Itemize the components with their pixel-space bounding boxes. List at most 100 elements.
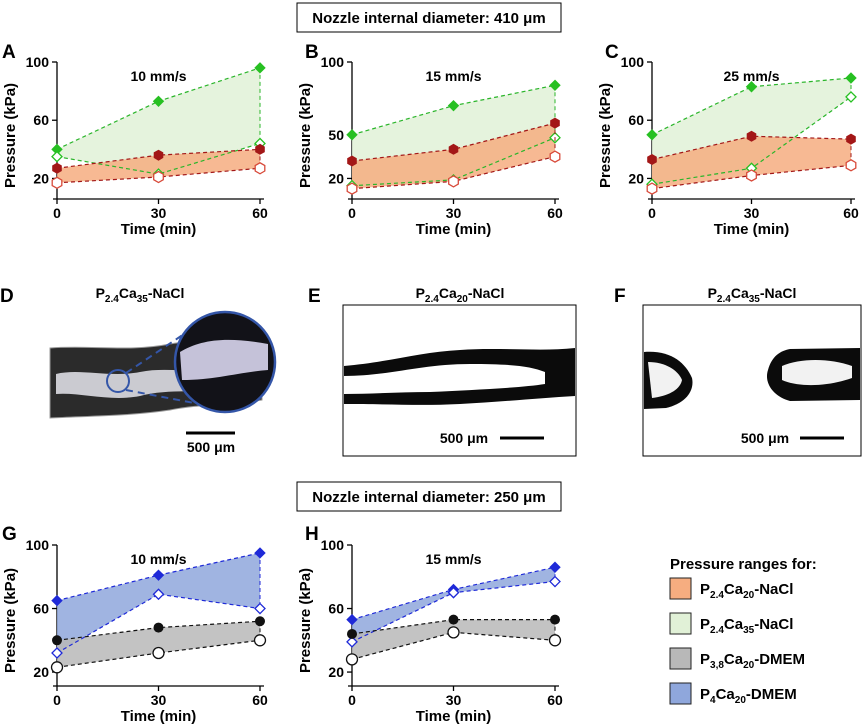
y-tick-label: 50 bbox=[328, 127, 344, 143]
x-axis-label: Time (min) bbox=[416, 708, 492, 725]
series-line-p4ca20-open bbox=[56, 593, 261, 654]
legend-text-part: Ca bbox=[724, 651, 744, 668]
y-tick-label: 60 bbox=[328, 601, 344, 617]
data-point-p4ca20-filled bbox=[346, 613, 358, 626]
data-point-p24ca35-open bbox=[51, 150, 63, 163]
data-point-p38ca20-filled bbox=[52, 635, 62, 646]
panel-letter: H bbox=[305, 524, 319, 545]
data-point-p24ca20-filled bbox=[746, 130, 757, 142]
legend-item-p4ca20: P4Ca20-DMEM bbox=[669, 682, 797, 706]
filament-f-right-core bbox=[782, 360, 852, 386]
chart-panel-b: B 15 mm/s 20 50 100 0 30 60 Time (min) Pressure (… bbox=[297, 42, 563, 238]
chart-title: 15 mm/s bbox=[425, 68, 481, 84]
y-tick-label: 20 bbox=[328, 664, 344, 680]
data-point-p38ca20-filled bbox=[153, 622, 164, 633]
data-point-p38ca20-open bbox=[253, 634, 267, 647]
legend-swatch-p24ca20 bbox=[669, 577, 692, 600]
legend-item-p24ca35: P2.4Ca35-NaCl bbox=[669, 612, 793, 636]
data-point-p4ca20-open bbox=[346, 635, 358, 648]
data-point-p4ca20-open bbox=[152, 588, 165, 601]
data-point-p38ca20-filled bbox=[255, 616, 265, 627]
data-point-p24ca20-filled bbox=[255, 143, 265, 155]
data-point-p24ca20-filled bbox=[52, 162, 62, 174]
legend-text-part: P bbox=[700, 686, 710, 703]
data-point-p24ca20-open bbox=[448, 175, 459, 188]
series-line-p38ca20-open bbox=[56, 639, 261, 668]
data-point-p24ca20-filled bbox=[647, 154, 657, 165]
y-tick-label: 20 bbox=[628, 170, 644, 186]
data-point-p24ca20-open bbox=[254, 162, 266, 175]
data-point-p24ca20-open bbox=[549, 150, 561, 163]
legend-text-part: 20 bbox=[743, 590, 755, 601]
data-point-p4ca20-open bbox=[51, 647, 63, 659]
sample-label-d: P2.4Ca35-NaCl bbox=[96, 285, 185, 305]
x-axis-label: Time (min) bbox=[714, 221, 790, 238]
x-tick-label: 0 bbox=[348, 692, 356, 708]
x-tick-label: 30 bbox=[744, 205, 760, 221]
legend-label-p4ca20: P4Ca20-DMEM bbox=[700, 686, 797, 706]
legend-items: P2.4Ca20-NaClP2.4Ca35-NaClP3,8Ca20-DMEMP… bbox=[669, 577, 805, 706]
data-point-p24ca20-filled bbox=[347, 155, 357, 167]
legend-text-part: P bbox=[700, 651, 710, 668]
zoom-line-top bbox=[125, 329, 191, 374]
data-point-p4ca20-filled bbox=[51, 594, 63, 607]
x-axis-label: Time (min) bbox=[121, 708, 197, 725]
sample-label-e: P2.4Ca20-NaCl bbox=[416, 285, 505, 305]
data-point-p38ca20-filled bbox=[347, 628, 357, 639]
data-point-p4ca20-open bbox=[549, 575, 561, 588]
x-tick-label: 60 bbox=[252, 692, 268, 708]
x-axis-label: Time (min) bbox=[121, 221, 197, 238]
x-tick-label: 0 bbox=[53, 692, 61, 708]
x-tick-label: 0 bbox=[53, 205, 61, 221]
data-point-p24ca20-open bbox=[746, 169, 757, 182]
data-point-p24ca35-filled bbox=[646, 129, 658, 141]
legend-text-part: -NaCl bbox=[754, 616, 793, 633]
y-tick-label: 100 bbox=[621, 54, 645, 70]
data-point-p24ca20-filled bbox=[550, 117, 560, 129]
data-point-p4ca20-open bbox=[447, 586, 460, 599]
charts-layer: A 10 mm/s 20 60 100 0 30 60 Time (min) Pressure (… bbox=[2, 42, 859, 725]
data-point-p24ca20-open bbox=[153, 170, 164, 184]
header-bottom: Nozzle internal diameter: 250 μm bbox=[296, 481, 562, 512]
chart-title: 15 mm/s bbox=[425, 551, 481, 567]
x-axis-label: Time (min) bbox=[416, 221, 492, 238]
data-point-p24ca35-filled bbox=[152, 95, 165, 108]
legend-swatch-p38ca20 bbox=[669, 647, 692, 670]
header-top: Nozzle internal diameter: 410 μm bbox=[296, 2, 562, 33]
legend-label-p24ca35: P2.4Ca35-NaCl bbox=[700, 616, 793, 636]
y-axis-label: Pressure (kPa) bbox=[597, 83, 614, 188]
legend-text-part: Ca bbox=[724, 616, 744, 633]
scale-label-d: 500 μm bbox=[187, 439, 235, 455]
data-point-p24ca20-open bbox=[845, 159, 857, 172]
panel-letter-e: E bbox=[308, 286, 321, 307]
x-tick-label: 0 bbox=[348, 205, 356, 221]
range-band-p4ca20 bbox=[57, 552, 260, 653]
x-tick-label: 60 bbox=[547, 205, 563, 221]
series-line-p38ca20-filled bbox=[56, 620, 261, 641]
legend-text-part: 20 bbox=[743, 660, 755, 671]
panel-letter-f: F bbox=[614, 286, 626, 307]
x-tick-label: 60 bbox=[547, 692, 563, 708]
filament-f-left-core bbox=[648, 362, 682, 398]
data-point-p24ca20-open bbox=[346, 182, 358, 195]
zoom-inset-detail bbox=[180, 339, 268, 380]
micrograph-panel-f: F P2.4Ca35-NaCl 500 μm bbox=[614, 285, 862, 457]
y-tick-label: 20 bbox=[328, 170, 344, 186]
data-point-p38ca20-open bbox=[50, 661, 64, 674]
legend-text-part: Ca bbox=[724, 581, 744, 598]
legend-item-p38ca20: P3,8Ca20-DMEM bbox=[669, 647, 805, 671]
micrograph-panel-e: E P2.4Ca20-NaCl 500 μm bbox=[308, 285, 577, 457]
x-tick-label: 30 bbox=[446, 692, 462, 708]
legend-text-part: Ca bbox=[716, 686, 736, 703]
chart-panel-c: C 25 mm/s 20 60 100 0 30 60 Time (min) Pressure (… bbox=[597, 42, 859, 238]
y-tick-label: 100 bbox=[321, 54, 345, 70]
data-point-p24ca35-filled bbox=[447, 99, 460, 112]
range-band-p38ca20 bbox=[57, 621, 260, 668]
data-point-p24ca35-open bbox=[845, 91, 857, 103]
data-point-p24ca20-open bbox=[51, 176, 63, 190]
legend-title: Pressure ranges for: bbox=[670, 556, 817, 573]
data-point-p4ca20-filled bbox=[152, 569, 165, 581]
header-top-text: Nozzle internal diameter: 410 μm bbox=[312, 10, 545, 27]
y-axis-label: Pressure (kPa) bbox=[297, 83, 314, 188]
series-line-p38ca20-filled bbox=[351, 619, 555, 635]
